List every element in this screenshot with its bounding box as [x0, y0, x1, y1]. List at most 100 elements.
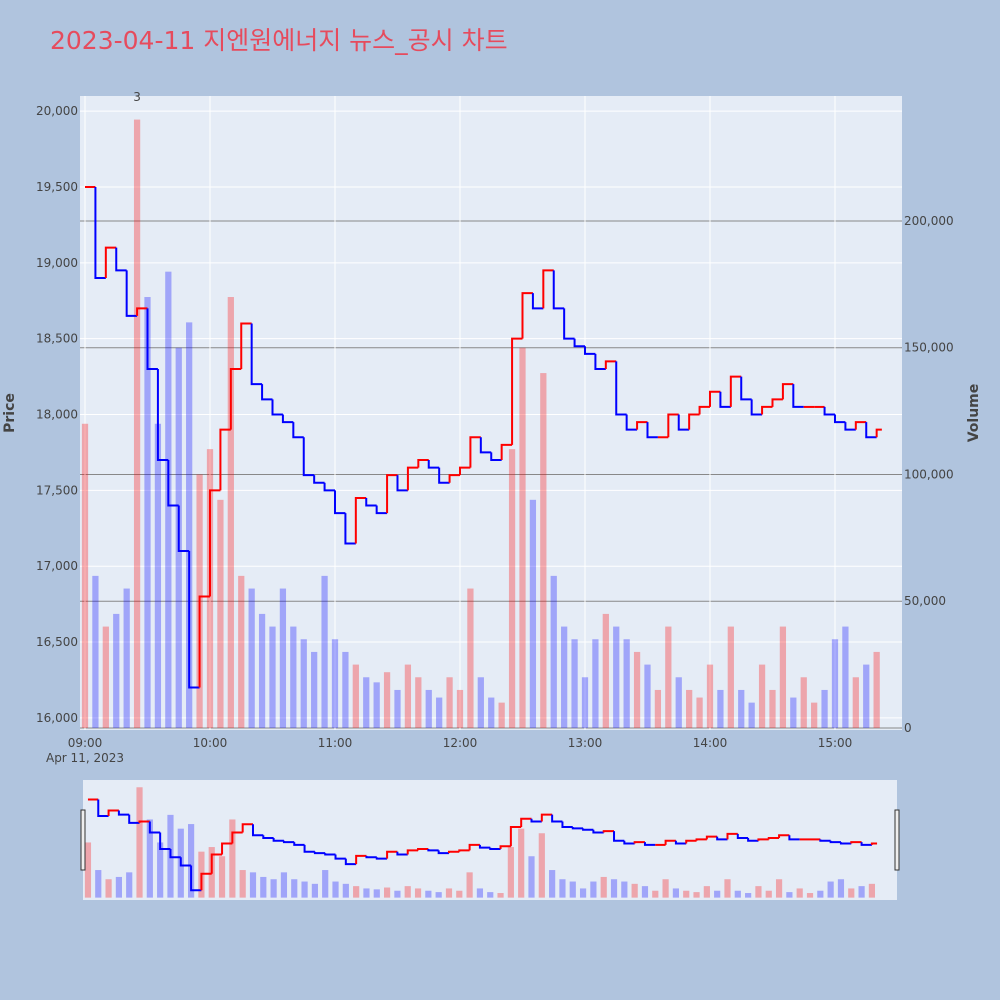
slider-price-step — [344, 858, 357, 866]
volume-bar — [269, 626, 276, 728]
volume-bar — [540, 373, 547, 728]
price-step — [438, 467, 450, 484]
price-step — [292, 422, 304, 439]
price-step — [490, 452, 502, 462]
volume-bar — [550, 575, 557, 728]
slider-price-step — [551, 814, 563, 823]
slider-handle[interactable] — [894, 809, 900, 871]
slider-volume-bar — [714, 890, 721, 898]
slider-price-step — [365, 855, 377, 859]
volume-bar — [227, 297, 234, 728]
slider-volume-bar — [641, 886, 649, 898]
slider-volume-bar — [332, 881, 339, 898]
slider-price-step — [757, 838, 769, 841]
slider-volume-bar — [280, 872, 288, 898]
slider-volume-bar — [105, 879, 112, 898]
slider-price-step — [272, 838, 284, 842]
price-step — [177, 505, 190, 553]
volume-bar — [415, 677, 422, 728]
slider-volume-bar — [157, 842, 164, 898]
price-step — [219, 428, 231, 491]
slider-price-step — [870, 842, 878, 845]
price-step — [646, 422, 658, 439]
slider-price-step — [293, 842, 305, 846]
slider-volume-bar — [579, 888, 587, 898]
volume-bar — [258, 613, 266, 728]
slider-price-step — [241, 823, 253, 833]
slider-price-step — [190, 865, 202, 892]
volume-bar — [665, 626, 672, 728]
price-step — [406, 466, 419, 491]
volume-bar — [311, 651, 318, 728]
price-step — [458, 466, 471, 476]
slider-volume-bar — [270, 879, 277, 898]
price-step — [792, 384, 804, 408]
slider-volume-bar — [497, 893, 504, 898]
price-step — [865, 422, 877, 439]
slider-volume-bar — [301, 881, 308, 898]
slider-price-step — [324, 853, 336, 856]
volume-bar — [92, 575, 99, 728]
slider-volume-bar — [146, 819, 153, 898]
volume-bar — [113, 613, 120, 728]
volume-bar — [154, 423, 162, 728]
slider-price-step — [674, 840, 687, 845]
slider-volume-bar — [559, 879, 566, 898]
y-tick-label: 18,000 — [36, 408, 78, 422]
slider-price-step — [643, 842, 656, 846]
price-step — [125, 270, 138, 317]
slider-handle[interactable] — [80, 809, 86, 871]
slider-price-step — [602, 830, 615, 833]
price-step — [396, 475, 408, 492]
slider-volume-bar — [868, 883, 875, 898]
x-tick-label: 09:00 — [68, 736, 103, 750]
slider-volume-bar — [600, 876, 607, 898]
slider-volume-bar — [487, 892, 494, 898]
x-tick-label: 13:00 — [568, 736, 603, 750]
slider-volume-bar — [218, 856, 226, 898]
x-tick-label: 10:00 — [193, 736, 228, 750]
price-step — [552, 270, 565, 310]
slider-price-step — [829, 840, 841, 844]
range-slider[interactable] — [83, 780, 897, 900]
price-step — [323, 482, 335, 492]
slider-volume-bar — [652, 890, 659, 898]
slider-volume-bar — [693, 892, 700, 898]
slider-price-step — [148, 821, 161, 834]
price-step — [719, 391, 731, 408]
price-step — [844, 422, 856, 431]
slider-price-step — [231, 831, 243, 844]
volume-bar — [81, 423, 89, 728]
slider-price-step — [386, 850, 398, 859]
slider-price-step — [200, 872, 212, 891]
price-step — [208, 489, 221, 597]
price-step — [271, 399, 283, 416]
price-step — [542, 269, 554, 309]
volume-bar — [581, 677, 589, 728]
slider-volume-bar — [404, 886, 411, 898]
price-step — [615, 361, 627, 416]
slider-price-step — [850, 841, 862, 844]
slider-volume-bar — [610, 879, 618, 898]
slider-volume-bar — [507, 847, 514, 898]
price-step — [698, 405, 710, 415]
slider-price-step — [509, 826, 522, 847]
slider-volume-bar — [528, 856, 535, 898]
volume-bar — [717, 689, 724, 728]
slider-price-step — [478, 844, 491, 849]
slider-volume-bar — [703, 886, 710, 898]
price-step — [136, 307, 148, 316]
price-step — [761, 405, 773, 415]
price-step — [365, 497, 377, 507]
slider-volume-bar — [342, 883, 349, 898]
slider-price-step — [437, 850, 449, 855]
slider-price-step — [427, 849, 439, 852]
slider-volume-bar — [786, 892, 793, 898]
slider-volume-bar — [518, 828, 525, 898]
slider-price-step — [128, 814, 140, 824]
slider-price-step — [747, 838, 759, 842]
volume-bar — [508, 449, 516, 728]
volume-bar — [769, 689, 776, 728]
chart-title: 2023-04-11 지엔원에너지 뉴스_공시 차트 — [50, 26, 508, 55]
slider-volume-bar — [662, 879, 669, 898]
